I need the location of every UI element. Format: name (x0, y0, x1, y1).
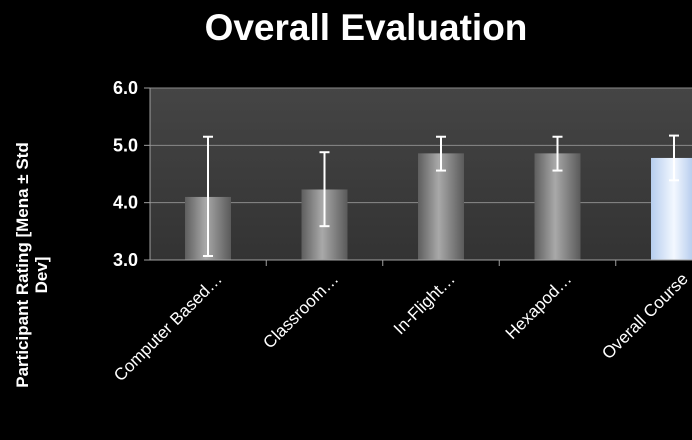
y-tick-label: 5.0 (113, 135, 138, 155)
error-bar-1 (203, 135, 213, 257)
bar-5 (651, 157, 692, 260)
y-tick-label: 3.0 (113, 250, 138, 270)
error-bar-4 (552, 135, 563, 172)
axis-ticks (144, 87, 617, 266)
x-category-label: Computer Based… (110, 269, 226, 385)
y-tick-label: 4.0 (113, 193, 138, 213)
x-category-label: Hexapod… (502, 269, 576, 343)
y-axis-label: Participant Rating [Mena ± Std Dev] (13, 142, 51, 387)
x-category-label: In-Flight… (390, 269, 459, 338)
error-bar-3 (436, 135, 446, 172)
error-bars (203, 134, 679, 257)
x-category-label: Overall Course (598, 269, 692, 363)
y-axis-label-line-2: Dev] (32, 257, 51, 294)
y-tick-label: 6.0 (113, 78, 138, 98)
x-category-label: Classroom… (259, 269, 342, 352)
error-bar-5 (669, 134, 679, 182)
y-axis-label-line-1: Participant Rating [Mena ± Std (13, 142, 32, 387)
error-bar-2 (319, 151, 330, 228)
chart-title: Overall Evaluation (205, 7, 528, 48)
